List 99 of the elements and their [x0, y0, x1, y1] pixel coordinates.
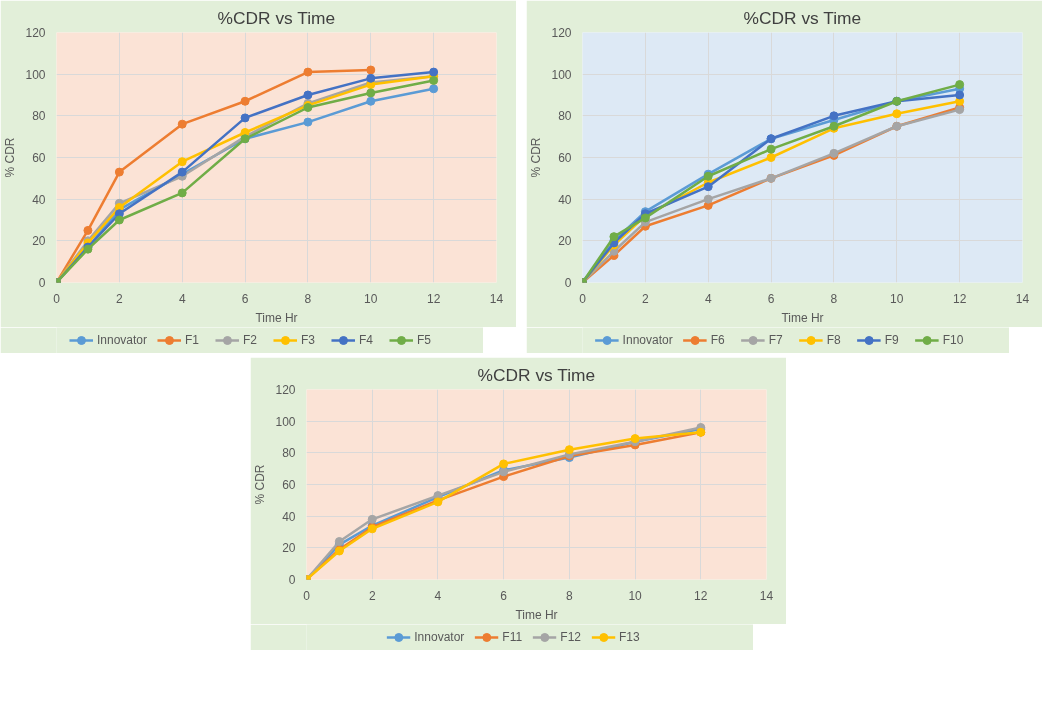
point	[303, 67, 313, 77]
legend-label: F4	[359, 333, 374, 347]
y-tick-label: 80	[558, 109, 572, 124]
x-tick-label: 6	[500, 588, 508, 603]
x-tick-label: 2	[368, 588, 376, 603]
point	[429, 84, 439, 94]
chart-title: %CDR vs Time	[477, 364, 596, 385]
point	[83, 225, 93, 235]
legend-label: Innovator	[414, 630, 465, 644]
x-tick-label: 0	[579, 291, 587, 306]
point	[955, 90, 965, 100]
legend-label: F7	[768, 333, 784, 347]
point	[240, 96, 250, 106]
x-tick-label: 4	[178, 291, 186, 306]
y-axis-title: % CDR	[529, 137, 544, 178]
x-tick-label: 12	[426, 291, 441, 306]
y-tick-label: 20	[282, 541, 296, 556]
y-axis-title: % CDR	[3, 137, 18, 178]
legend-label: F12	[560, 630, 582, 644]
x-tick-label: 2	[116, 291, 124, 306]
point	[366, 88, 376, 98]
point	[177, 157, 187, 167]
point	[240, 113, 250, 123]
legend-label: F10	[942, 333, 964, 347]
point	[766, 153, 776, 162]
x-tick-label: 14	[759, 588, 774, 603]
point	[303, 90, 313, 100]
y-tick-label: 20	[558, 234, 572, 249]
point	[703, 194, 713, 204]
y-tick-label: 40	[282, 509, 296, 524]
y-tick-label: 0	[38, 276, 46, 290]
x-tick-label: 2	[642, 291, 650, 306]
legend-label: F2	[243, 333, 258, 347]
x-tick-label: 4	[434, 588, 442, 603]
point	[703, 182, 713, 192]
x-tick-label: 8	[304, 291, 312, 306]
x-axis-title: Time Hr	[515, 607, 558, 622]
legend-label: F13	[619, 630, 640, 644]
point	[366, 73, 376, 83]
x-tick-label: 4	[704, 291, 712, 306]
legend-label: F11	[502, 630, 523, 644]
point	[499, 459, 509, 469]
y-tick-label: 60	[558, 151, 572, 165]
legend-label: Innovator	[96, 333, 148, 347]
chart-title: %CDR vs Time	[743, 7, 862, 28]
y-axis-title: % CDR	[253, 464, 268, 505]
y-tick-label: 40	[32, 192, 46, 207]
y-tick-label: 120	[25, 26, 46, 40]
point	[303, 117, 313, 127]
point	[114, 167, 124, 177]
point	[564, 445, 574, 455]
point	[366, 65, 376, 75]
x-axis-title: Time Hr	[255, 310, 298, 325]
y-tick-label: 100	[551, 67, 572, 82]
legend-label: F5	[417, 333, 432, 347]
legend-label: F6	[710, 333, 726, 347]
x-tick-label: 10	[890, 291, 904, 306]
point	[766, 144, 776, 154]
x-tick-label: 6	[241, 291, 249, 306]
chart-title: %CDR vs Time	[217, 7, 336, 28]
x-tick-label: 6	[767, 291, 775, 306]
legend-label: F8	[826, 333, 842, 347]
point	[367, 514, 377, 524]
x-tick-label: 10	[364, 291, 378, 306]
y-tick-label: 100	[275, 414, 296, 429]
y-tick-label: 40	[558, 192, 572, 207]
y-tick-label: 80	[282, 446, 296, 461]
point	[366, 96, 376, 106]
y-tick-label: 120	[275, 383, 296, 397]
legend-label: F3	[301, 333, 316, 347]
point	[609, 232, 619, 242]
point	[114, 215, 124, 225]
x-tick-label: 14	[489, 291, 504, 306]
point	[829, 111, 839, 121]
x-tick-label: 0	[303, 588, 311, 603]
x-tick-label: 8	[830, 291, 838, 306]
x-tick-label: 12	[952, 291, 967, 306]
x-tick-label: 14	[1015, 291, 1030, 306]
legend-label: F9	[884, 333, 900, 347]
x-tick-label: 10	[628, 588, 643, 603]
y-tick-label: 60	[282, 478, 296, 492]
legend-label: F1	[185, 333, 200, 347]
y-tick-label: 20	[32, 234, 46, 249]
point	[334, 537, 344, 546]
x-tick-label: 12	[694, 588, 708, 603]
y-tick-label: 60	[32, 151, 46, 165]
y-tick-label: 0	[564, 276, 572, 290]
point	[177, 119, 187, 129]
y-tick-label: 120	[551, 26, 572, 40]
y-tick-label: 0	[288, 573, 296, 587]
x-axis-title: Time Hr	[781, 310, 824, 325]
x-tick-label: 8	[566, 588, 574, 603]
point	[955, 80, 965, 90]
y-tick-label: 100	[25, 67, 46, 82]
legend-label: Innovator	[622, 333, 673, 347]
point	[892, 109, 902, 119]
point	[177, 188, 187, 198]
x-tick-label: 0	[53, 291, 61, 306]
y-tick-label: 80	[32, 109, 46, 124]
